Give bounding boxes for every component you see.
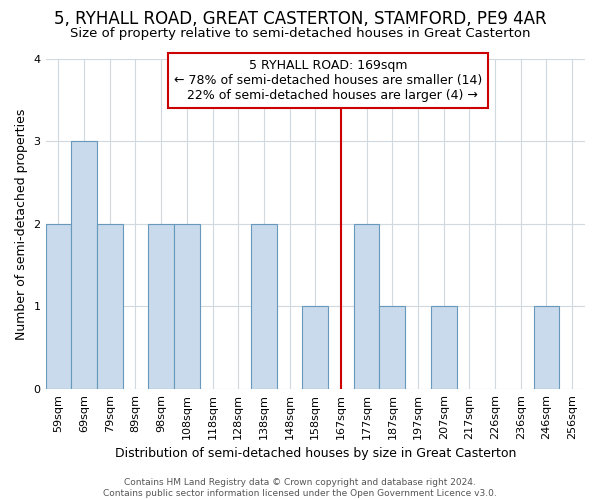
Bar <box>251 224 277 389</box>
Bar <box>71 142 97 389</box>
Bar <box>354 224 379 389</box>
Text: 5 RYHALL ROAD: 169sqm
← 78% of semi-detached houses are smaller (14)
  22% of se: 5 RYHALL ROAD: 169sqm ← 78% of semi-deta… <box>174 59 482 102</box>
Bar <box>431 306 457 389</box>
Text: Size of property relative to semi-detached houses in Great Casterton: Size of property relative to semi-detach… <box>70 28 530 40</box>
Bar <box>97 224 122 389</box>
Y-axis label: Number of semi-detached properties: Number of semi-detached properties <box>15 108 28 340</box>
Bar <box>379 306 405 389</box>
Bar <box>46 224 71 389</box>
Text: 5, RYHALL ROAD, GREAT CASTERTON, STAMFORD, PE9 4AR: 5, RYHALL ROAD, GREAT CASTERTON, STAMFOR… <box>53 10 547 28</box>
Text: Contains HM Land Registry data © Crown copyright and database right 2024.
Contai: Contains HM Land Registry data © Crown c… <box>103 478 497 498</box>
Bar <box>302 306 328 389</box>
Bar <box>533 306 559 389</box>
Bar <box>174 224 200 389</box>
X-axis label: Distribution of semi-detached houses by size in Great Casterton: Distribution of semi-detached houses by … <box>115 447 516 460</box>
Bar <box>148 224 174 389</box>
